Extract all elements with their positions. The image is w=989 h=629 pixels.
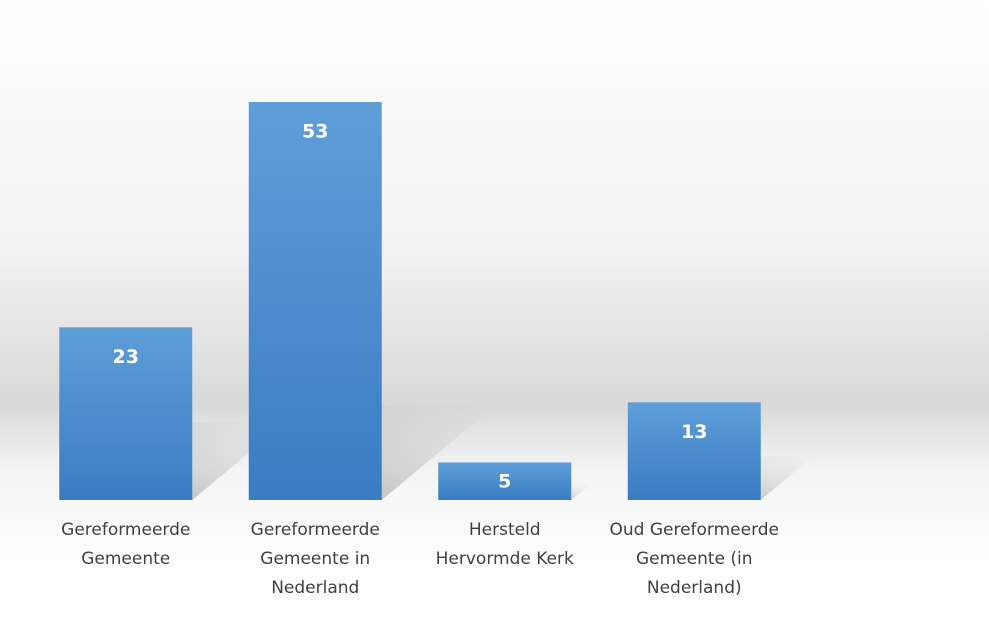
bar — [438, 462, 572, 500]
category-label: Gereformeerde Gemeente in Nederland — [250, 520, 380, 598]
value-label: 53 — [302, 121, 328, 143]
category-label: Oud Gereformeerde Gemeente (in Nederland… — [609, 520, 780, 598]
category-label: Hersteld Hervormde Kerk — [435, 520, 574, 569]
value-label: 23 — [113, 346, 139, 368]
value-label: 13 — [681, 421, 707, 443]
category-label: Gereformeerde Gemeente — [61, 520, 191, 569]
bar — [627, 402, 761, 500]
bar — [59, 327, 193, 500]
bar — [248, 102, 382, 500]
value-label: 5 — [498, 471, 511, 493]
